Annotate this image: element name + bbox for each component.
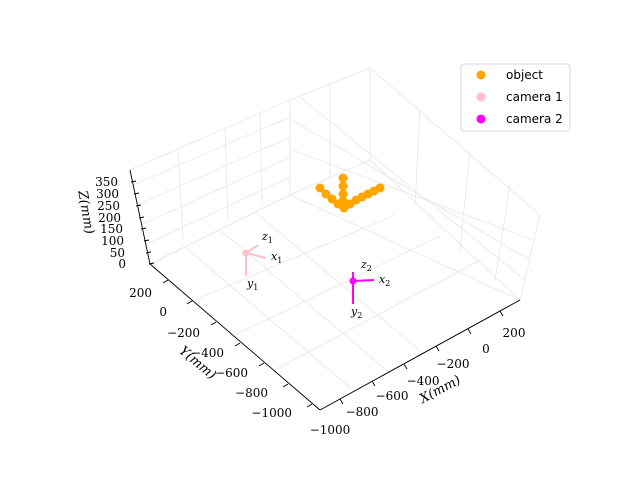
z-tick-label: 0 [118, 257, 126, 271]
camera-1-z-label: z1 [261, 230, 273, 245]
camera-2-point [349, 277, 357, 285]
camera-2-y-label: y2 [350, 305, 362, 320]
tick-marks [130, 180, 504, 408]
x-tick-label: −800 [346, 405, 379, 419]
x-tick-labels: −1000 −800 −600 −400 −200 0 200 [310, 326, 526, 437]
camera-1-frame: z1 x1 y1 [242, 230, 282, 292]
y-tick-label: −1000 [251, 406, 292, 420]
legend-box [460, 63, 571, 132]
z-tick-labels: 0 50 100 150 200 250 300 350 [95, 175, 126, 271]
z-tick-label: 350 [95, 175, 118, 189]
legend: object camera 1 camera 2 [460, 63, 571, 132]
camera-1-x-label: x1 [271, 250, 282, 265]
z-tick-label: 250 [97, 199, 120, 213]
y-tick-label: −800 [235, 386, 268, 400]
x-tick-label: −400 [407, 374, 440, 388]
object-point [315, 183, 325, 193]
object-point [338, 173, 348, 183]
x-tick-label: −1000 [310, 423, 351, 437]
legend-label-camera-2: camera 2 [506, 112, 563, 126]
object-point [338, 196, 348, 206]
camera-1-y-label: y1 [246, 277, 258, 292]
x-tick-label: −600 [376, 389, 409, 403]
x-tick-label: 200 [503, 326, 526, 340]
object-series [315, 173, 385, 213]
y-tick-label: −400 [191, 346, 224, 360]
camera-2-x-axis [352, 279, 375, 282]
legend-label-camera-1: camera 1 [506, 90, 563, 104]
camera-2-x-label: x2 [379, 273, 390, 288]
z-tick-label: 100 [101, 234, 124, 248]
object-point [327, 194, 337, 204]
object-point [338, 181, 348, 191]
y-tick-label: 0 [159, 305, 167, 319]
z-axis-label: Z(mm) [74, 189, 97, 236]
y-tick-label: −600 [215, 366, 248, 380]
legend-marker-object [476, 70, 486, 80]
z-tick-label: 50 [110, 246, 125, 260]
y-tick-label: 200 [129, 286, 152, 300]
z-tick-label: 150 [100, 222, 123, 236]
legend-marker-camera-2 [476, 114, 486, 124]
object-point [338, 189, 348, 199]
camera-2-frame: z2 x2 y2 [349, 258, 390, 320]
legend-marker-camera-1 [476, 92, 486, 102]
y-tick-labels: 200 0 −200 −400 −600 −800 −1000 [129, 286, 292, 420]
axis-lines [129, 169, 521, 411]
z-tick-label: 200 [98, 211, 121, 225]
x-tick-label: −200 [437, 357, 470, 371]
x-tick-label: 0 [482, 342, 490, 356]
camera-1-point [242, 249, 250, 257]
object-point [375, 183, 385, 193]
legend-label-object: object [506, 68, 543, 82]
object-point [321, 189, 331, 199]
z-tick-label: 300 [96, 187, 119, 201]
camera-2-z-label: z2 [360, 258, 372, 273]
y-tick-label: −200 [167, 326, 200, 340]
